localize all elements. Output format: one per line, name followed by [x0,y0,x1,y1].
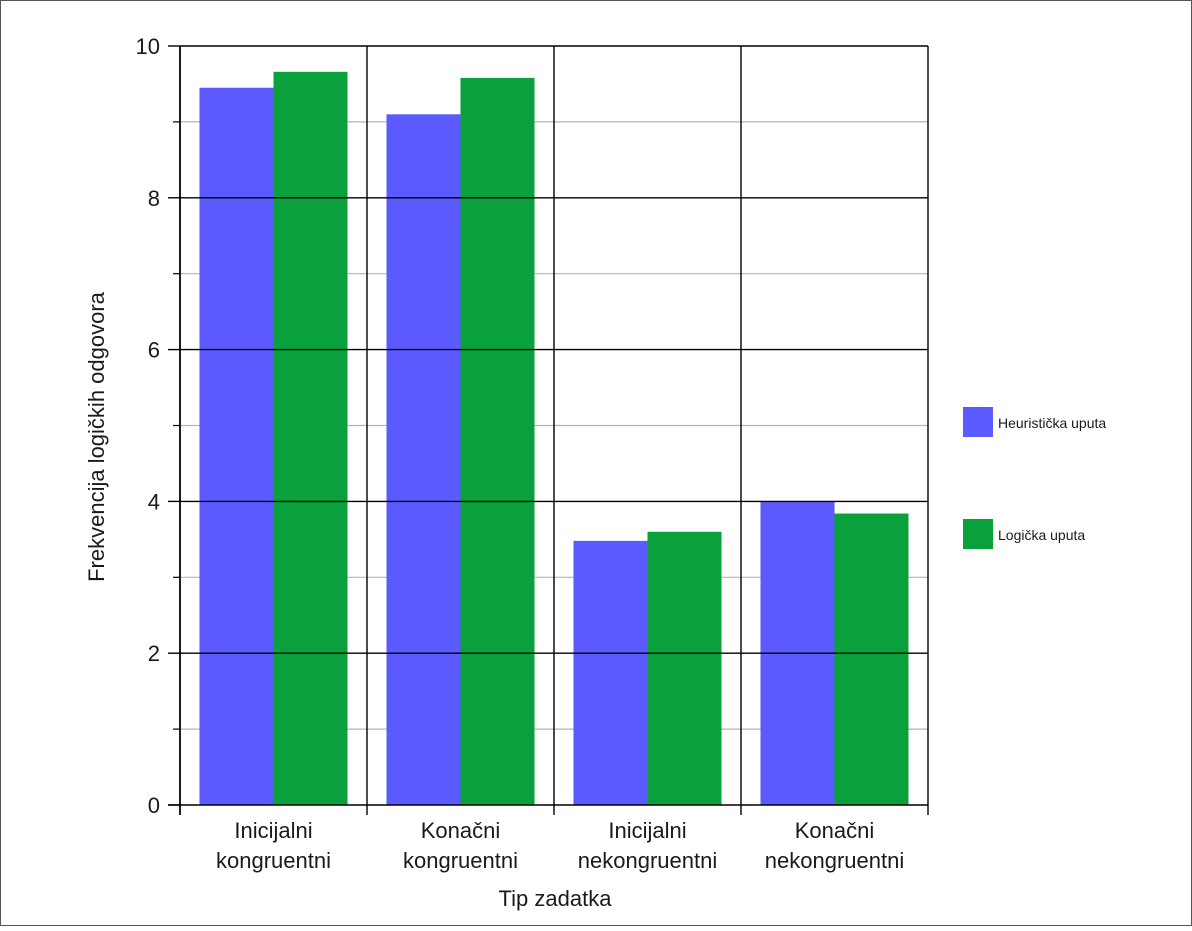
x-tick-label: Inicijalni kongruentni [216,818,331,873]
x-tick-label-line: Inicijalni [234,818,312,843]
bar [834,513,909,805]
x-tick-label: Konačni nekongruentni [765,818,904,873]
bar [647,531,722,805]
bar [273,71,348,805]
x-tick-label-line: Konačni [421,818,501,843]
bar [573,540,648,805]
bar [386,114,461,805]
tick-labels: 0 2 4 6 8 10 Inicijalni kongruentni Konačni kongr… [136,34,929,873]
legend-label: Heuristička uputa [998,415,1106,431]
x-tick-label-line: nekongruentni [578,848,717,873]
legend: Heuristička uputa Logička uputa [963,407,1106,549]
bar [199,87,274,806]
x-tick-label-line: Konačni [795,818,875,843]
x-axis-label: Tip zadatka [499,886,613,911]
y-axis-label: Frekvencija logičkih odgovora [84,291,109,582]
y-tick-label: 8 [148,186,160,211]
y-tick-label: 10 [136,34,160,59]
y-tick-label: 6 [148,338,160,363]
legend-label: Logička uputa [998,527,1085,543]
y-tick-label: 2 [148,641,160,666]
axes-layer [168,46,928,815]
legend-swatch [963,407,993,437]
y-tick-label: 0 [148,793,160,818]
x-tick-label: Inicijalni nekongruentni [578,818,717,873]
y-tick-label: 4 [148,489,160,514]
legend-swatch [963,519,993,549]
x-tick-label-line: Inicijalni [608,818,686,843]
bar [460,77,535,806]
x-tick-label-line: kongruentni [403,848,518,873]
x-tick-label: Konačni kongruentni [403,818,518,873]
x-tick-label-line: nekongruentni [765,848,904,873]
x-tick-label-line: kongruentni [216,848,331,873]
